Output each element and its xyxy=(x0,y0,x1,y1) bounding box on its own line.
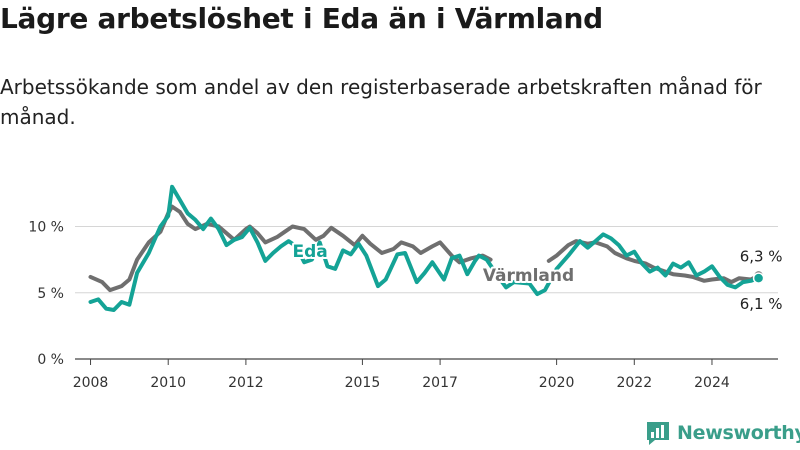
line-chart: 0 % 5 % 10 % 2008 2010 2012 2015 2017 2020 2022 20… xyxy=(28,184,783,391)
x-tick-label: 2022 xyxy=(616,375,652,391)
y-tick-label: 5 % xyxy=(37,286,64,302)
series-line-eda xyxy=(88,184,761,312)
x-tick-label: 2017 xyxy=(422,375,458,391)
y-tick-label: 10 % xyxy=(28,220,64,236)
x-tick-label: 2010 xyxy=(150,375,186,391)
x-tick-label: 2024 xyxy=(694,375,730,391)
end-value-label-eda: 6,1 % xyxy=(740,295,783,313)
end-value-label-varmland: 6,3 % xyxy=(740,248,783,266)
x-tick-label: 2008 xyxy=(73,375,109,391)
end-point-eda xyxy=(752,272,765,284)
series-line-vrmland xyxy=(546,239,761,285)
newsworthy-logo[interactable]: Newsworthy xyxy=(645,420,800,446)
series-line-vrmland xyxy=(88,204,493,293)
chart-title: Lägre arbetslöshet i Eda än i Värmland xyxy=(0,2,603,35)
series-label-eda: Eda xyxy=(293,242,328,262)
x-tick-label: 2012 xyxy=(228,375,264,391)
y-tick-label: 0 % xyxy=(37,352,64,368)
series-label-varmland: Värmland xyxy=(483,266,574,286)
x-tick-label: 2020 xyxy=(539,375,575,391)
chart-subtitle: Arbetssökande som andel av den registerb… xyxy=(0,75,762,129)
bar-chart-logo-icon xyxy=(647,422,669,445)
x-tick-label: 2015 xyxy=(345,375,381,391)
brand-name: Newsworthy xyxy=(677,422,800,444)
